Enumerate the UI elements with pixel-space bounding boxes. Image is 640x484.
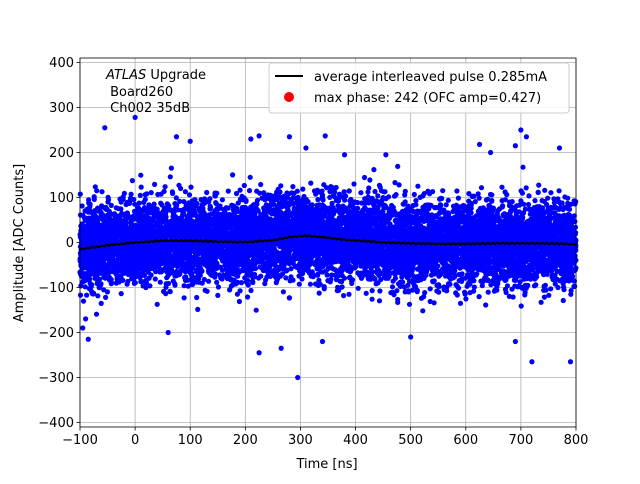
scatter-point — [83, 316, 88, 321]
scatter-point — [454, 188, 459, 193]
scatter-point — [542, 295, 547, 300]
scatter-point — [308, 181, 313, 186]
scatter-point — [533, 282, 538, 287]
scatter-point — [187, 192, 192, 197]
scatter-point — [542, 188, 547, 193]
scatter-point — [365, 189, 370, 194]
scatter-point — [420, 308, 425, 313]
scatter-point — [155, 302, 160, 307]
scatter-point — [483, 302, 488, 307]
scatter-point — [216, 284, 221, 289]
scatter-point — [460, 271, 465, 276]
scatter-point — [370, 297, 375, 302]
scatter-point — [415, 184, 420, 189]
scatter-point — [231, 203, 236, 208]
scatter-point — [362, 175, 367, 180]
scatter-point — [371, 167, 376, 172]
scatter-point — [236, 200, 241, 205]
scatter-point — [230, 172, 235, 177]
scatter-point — [407, 302, 412, 307]
scatter-point — [204, 190, 209, 195]
scatter-point — [507, 294, 512, 299]
scatter-point — [300, 187, 305, 192]
scatter-point — [263, 277, 268, 282]
scatter-point — [170, 189, 175, 194]
scatter-point — [327, 195, 332, 200]
scatter-point — [137, 201, 142, 206]
scatter-point — [428, 286, 433, 291]
scatter-point — [524, 185, 529, 190]
scatter-point — [194, 295, 199, 300]
scatter-point — [526, 202, 531, 207]
scatter-point — [479, 185, 484, 190]
scatter-point — [377, 288, 382, 293]
scatter-point — [555, 285, 560, 290]
scatter-point — [359, 200, 364, 205]
scatter-point — [238, 188, 243, 193]
scatter-point — [290, 184, 295, 189]
scatter-point — [375, 280, 380, 285]
scatter-point — [395, 164, 400, 169]
scatter-point — [499, 185, 504, 190]
scatter-point — [119, 291, 124, 296]
scatter-point — [94, 312, 99, 317]
scatter-point — [103, 295, 108, 300]
scatter-point — [519, 303, 524, 308]
scatter-point — [356, 286, 361, 291]
scatter-point — [536, 183, 541, 188]
scatter-point — [195, 307, 200, 312]
scatter-point — [153, 276, 158, 281]
scatter-point — [247, 188, 252, 193]
scatter-samples — [77, 115, 578, 380]
scatter-point — [456, 196, 461, 201]
scatter-point — [215, 293, 220, 298]
scatter-point — [377, 298, 382, 303]
scatter-point — [130, 178, 135, 183]
scatter-point — [509, 287, 514, 292]
scatter-point — [141, 200, 146, 205]
scatter-point — [322, 286, 327, 291]
scatter-point — [315, 197, 320, 202]
scatter-point — [386, 194, 391, 199]
scatter-point — [382, 189, 387, 194]
scatter-point — [245, 294, 250, 299]
scatter-point — [520, 191, 525, 196]
scatter-point — [168, 174, 173, 179]
scatter-point — [489, 198, 494, 203]
scatter-point — [526, 193, 531, 198]
scatter-point — [372, 189, 377, 194]
scatter-point — [477, 294, 482, 299]
scatter-point — [152, 182, 157, 187]
scatter-point — [248, 288, 253, 293]
scatter-point — [328, 279, 333, 284]
scatter-point — [446, 198, 451, 203]
scatter-point — [99, 301, 104, 306]
scatter-point — [341, 293, 346, 298]
scatter-point — [403, 189, 408, 194]
scatter-point — [203, 288, 208, 293]
scatter-point — [308, 282, 313, 287]
scatter-point — [188, 185, 193, 190]
scatter-point — [317, 291, 322, 296]
scatter-point — [214, 280, 219, 285]
scatter-point — [167, 289, 172, 294]
scatter-point — [358, 190, 363, 195]
scatter-point — [548, 286, 553, 291]
scatter-point — [297, 282, 302, 287]
scatter-point — [138, 193, 143, 198]
scatter-point — [476, 191, 481, 196]
